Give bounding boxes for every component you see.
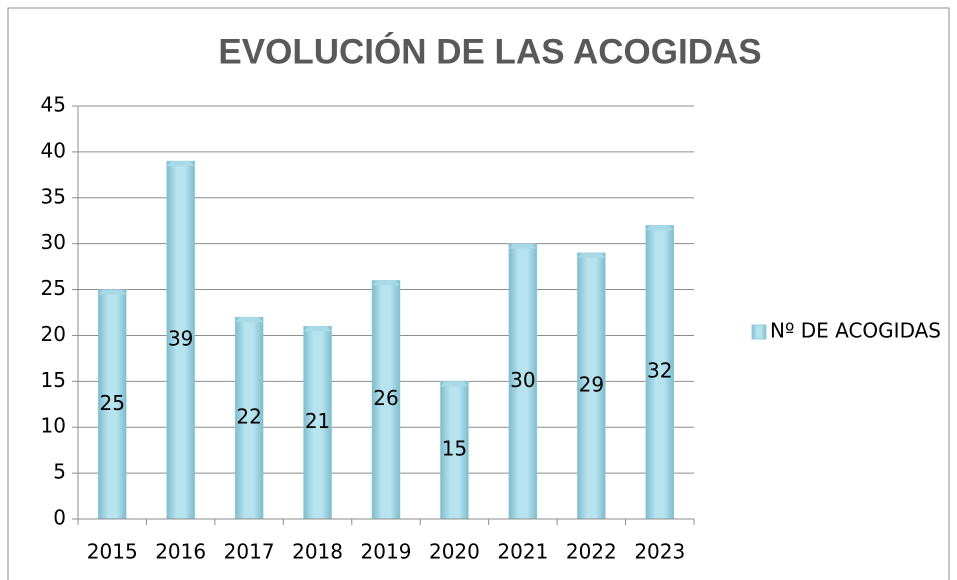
data-label: 22 xyxy=(236,405,261,429)
data-label: 25 xyxy=(99,391,124,415)
x-tick-label: 2021 xyxy=(497,540,548,564)
y-tick-label: 0 xyxy=(53,506,66,530)
data-label: 15 xyxy=(442,437,467,461)
x-tick-label: 2019 xyxy=(361,540,412,564)
data-label: 32 xyxy=(647,359,672,383)
x-tick-label: 2018 xyxy=(292,540,343,564)
chart-title: EVOLUCIÓN DE LAS ACOGIDAS xyxy=(218,31,761,71)
data-label: 30 xyxy=(510,368,535,392)
bar-cap xyxy=(440,381,469,387)
y-tick-label: 10 xyxy=(41,414,66,438)
x-tick-label: 2017 xyxy=(224,540,275,564)
y-tick-label: 20 xyxy=(41,322,66,346)
x-tick-label: 2015 xyxy=(87,540,138,564)
legend-label: Nº DE ACOGIDAS xyxy=(770,319,941,343)
bar-cap xyxy=(645,225,674,231)
x-tick-label: 2020 xyxy=(429,540,480,564)
bar-cap xyxy=(508,243,537,249)
legend-swatch xyxy=(751,324,767,340)
chart-frame xyxy=(7,7,950,580)
bar xyxy=(440,381,469,520)
data-label: 39 xyxy=(168,327,193,351)
y-tick-label: 15 xyxy=(41,368,66,392)
x-tick-label: 2022 xyxy=(566,540,617,564)
bar-cap xyxy=(577,252,606,258)
bar-cap xyxy=(166,161,195,167)
data-label: 29 xyxy=(579,372,604,396)
bar xyxy=(97,289,127,520)
bar-cap xyxy=(235,317,264,323)
x-tick-label: 2016 xyxy=(155,540,206,564)
bar-cap xyxy=(372,280,400,286)
data-label: 21 xyxy=(305,409,330,433)
bar xyxy=(645,225,675,520)
y-tick-label: 25 xyxy=(41,276,66,300)
bar xyxy=(166,160,195,520)
y-tick-label: 40 xyxy=(41,138,66,162)
data-label: 26 xyxy=(373,386,398,410)
y-tick-label: 30 xyxy=(41,230,66,254)
y-tick-label: 5 xyxy=(53,460,66,484)
x-tick-label: 2023 xyxy=(634,540,685,564)
bar-cap xyxy=(303,326,332,332)
bar-cap xyxy=(98,289,127,295)
bar xyxy=(371,280,401,520)
y-tick-label: 35 xyxy=(41,184,66,208)
y-tick-label: 45 xyxy=(41,93,66,117)
bar xyxy=(303,326,332,520)
bar xyxy=(508,243,538,520)
